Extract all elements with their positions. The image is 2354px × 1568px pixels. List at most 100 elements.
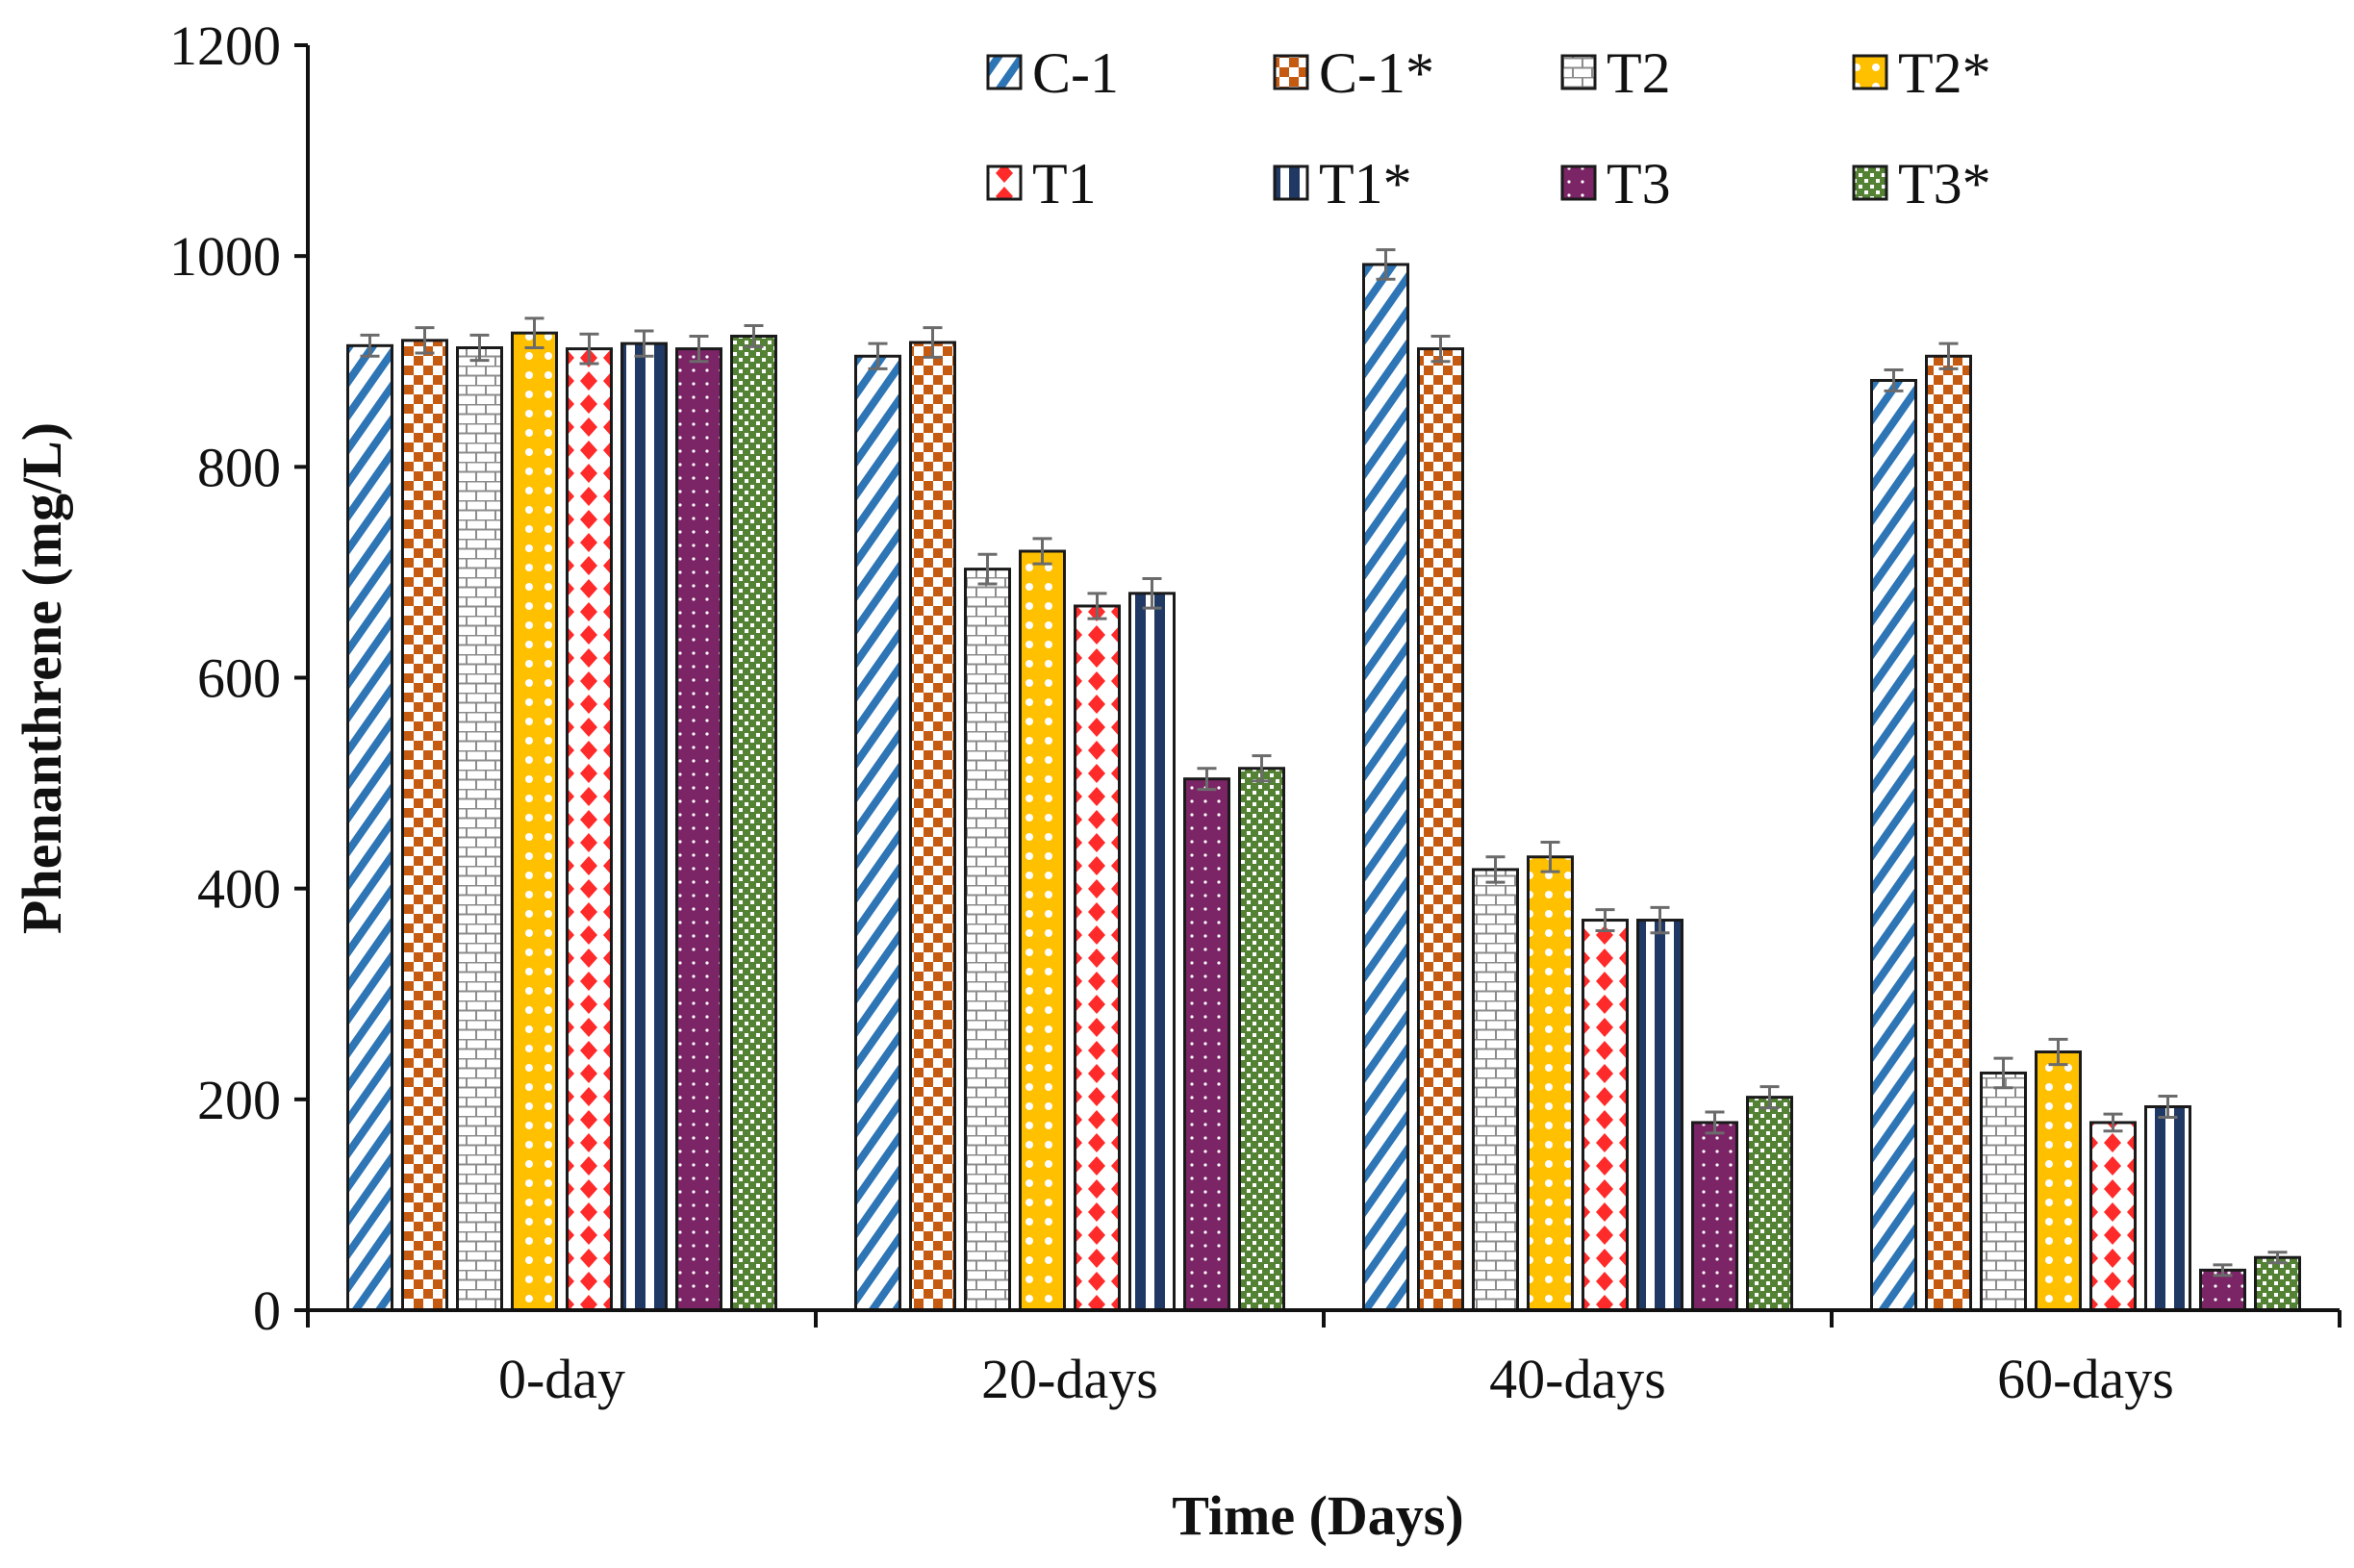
- legend-swatch: [1560, 164, 1597, 201]
- legend-item-t1: T1*: [1273, 152, 1412, 215]
- error-bar: [1376, 248, 1396, 281]
- error-bar: [1705, 1110, 1725, 1135]
- error-bar: [1650, 905, 1670, 935]
- error-bar: [923, 326, 943, 359]
- bar-c1-0: [401, 339, 448, 1312]
- error-bar: [2267, 1251, 2288, 1265]
- legend-swatch: [1273, 164, 1309, 201]
- error-bar: [1142, 576, 1162, 610]
- error-bar: [1993, 1056, 2013, 1090]
- legend-item-c1: C-1*: [1273, 41, 1434, 105]
- bar-c1-1: [909, 341, 956, 1312]
- bar-t2-2: [1527, 855, 1574, 1312]
- legend-item-t2: T2: [1560, 41, 1671, 105]
- bar-t2-0: [511, 331, 558, 1312]
- y-tick-label: 400: [197, 858, 281, 921]
- legend-label: T1*: [1319, 152, 1412, 215]
- y-tick-label: 1200: [169, 14, 281, 77]
- error-bar: [1087, 592, 1107, 620]
- bar-t2-3: [2035, 1050, 2082, 1312]
- legend-item-t2: T2*: [1852, 41, 1991, 105]
- legend-label: C-1*: [1319, 41, 1434, 105]
- bar-c1-2: [1417, 347, 1464, 1312]
- bar-c1-1: [854, 354, 901, 1312]
- y-tick-label: 800: [197, 436, 281, 498]
- legend-swatch: [1852, 54, 1888, 90]
- x-axis-categories: 0-day 20-days 40-days 60-days: [306, 1310, 2341, 1410]
- legend-swatch: [1560, 54, 1597, 90]
- x-tick-label: 60-days: [1997, 1348, 2174, 1410]
- error-bar: [1430, 334, 1451, 364]
- legend-swatch: [1273, 54, 1309, 90]
- bar-t3-2: [1691, 1121, 1738, 1312]
- error-bar: [977, 552, 998, 586]
- legend-label: T2*: [1898, 41, 1991, 105]
- bar-t2-1: [1019, 549, 1066, 1312]
- bar-t1-1: [1128, 592, 1176, 1312]
- y-tick-label: 0: [253, 1279, 281, 1342]
- error-bar: [744, 323, 764, 348]
- legend-label: T3: [1607, 152, 1671, 215]
- legend-item-t3: T3: [1560, 152, 1671, 215]
- y-axis-title: Phenanthrene (mg/L): [11, 422, 73, 934]
- error-bar: [1252, 754, 1272, 783]
- error-bar: [1884, 368, 1904, 392]
- bar-t3-1: [1183, 777, 1230, 1312]
- error-bar: [1540, 840, 1560, 873]
- bar-t2-1: [964, 568, 1011, 1312]
- bar-t1-2: [1582, 919, 1629, 1312]
- legend-swatch: [1852, 164, 1888, 201]
- bar-t2-0: [456, 346, 503, 1312]
- error-bar: [634, 329, 654, 358]
- legend-label: C-1: [1032, 41, 1119, 105]
- bar-t3-1: [1238, 767, 1285, 1312]
- bar-c1-0: [346, 343, 393, 1312]
- x-axis-title: Time (Days): [1172, 1484, 1463, 1547]
- error-bar: [2103, 1112, 2123, 1133]
- bar-t3-0: [730, 334, 777, 1312]
- bars: [346, 248, 2301, 1312]
- error-bar: [2213, 1263, 2233, 1277]
- bar-t1-3: [2144, 1105, 2191, 1312]
- y-tick-label: 200: [197, 1069, 281, 1131]
- error-bar: [868, 341, 888, 370]
- bar-t1-3: [2089, 1121, 2137, 1312]
- error-bar: [1595, 908, 1615, 932]
- bar-t1-0: [566, 347, 613, 1312]
- error-bar: [360, 333, 380, 358]
- y-axis-ticks: 0 200 400 600 800 1000 1200: [169, 14, 308, 1342]
- bar-c1-3: [1870, 378, 1917, 1312]
- y-tick-label: 600: [197, 647, 281, 710]
- error-bar: [1485, 855, 1506, 884]
- error-bar: [1938, 341, 1959, 370]
- error-bar: [2048, 1037, 2068, 1067]
- legend-label: T2: [1607, 41, 1671, 105]
- error-bar: [469, 333, 490, 363]
- legend-label: T1: [1032, 152, 1097, 215]
- legend-swatch: [986, 164, 1023, 201]
- legend-label: T3*: [1898, 152, 1991, 215]
- error-bar: [579, 332, 599, 366]
- x-tick-label: 40-days: [1489, 1348, 1666, 1410]
- bar-t1-2: [1636, 919, 1683, 1312]
- bar-t2-2: [1472, 868, 1519, 1312]
- x-tick-label: 0-day: [498, 1348, 625, 1410]
- error-bar: [1197, 767, 1217, 792]
- y-tick-label: 1000: [169, 225, 281, 288]
- error-bar: [2158, 1095, 2178, 1119]
- bar-t3-2: [1746, 1096, 1793, 1312]
- legend-item-c1: C-1: [986, 41, 1119, 105]
- bar-t1-1: [1074, 604, 1121, 1312]
- legend-item-t1: T1: [986, 152, 1097, 215]
- error-bar: [415, 326, 435, 355]
- error-bar: [524, 316, 544, 350]
- legend: C-1 C-1* T2 T2* T1 T1* T3 T3*: [986, 41, 1991, 215]
- bar-t3-0: [675, 347, 722, 1312]
- error-bar: [1759, 1085, 1780, 1110]
- bar-t3-3: [2254, 1255, 2301, 1312]
- bar-t2-3: [1980, 1071, 2027, 1312]
- bar-t1-0: [620, 341, 668, 1312]
- x-tick-label: 20-days: [981, 1348, 1158, 1410]
- legend-item-t3: T3*: [1852, 152, 1991, 215]
